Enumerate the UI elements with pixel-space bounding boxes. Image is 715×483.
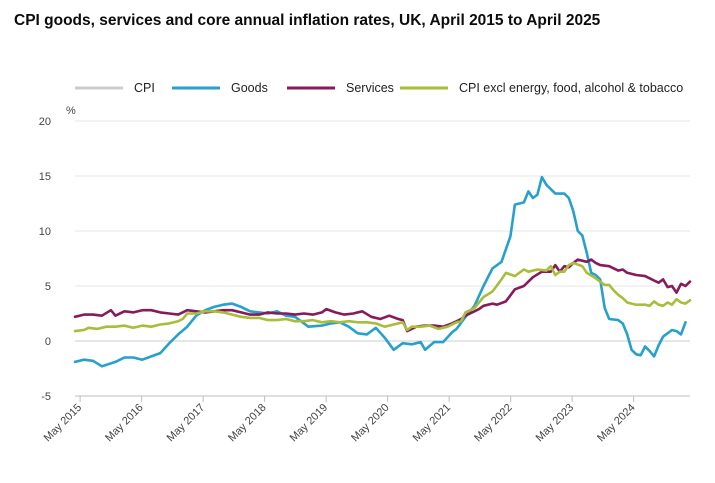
series-line-cpi-excl-energy-food-alcohol-tobacco: [73, 261, 692, 333]
y-tick-label: 0: [45, 336, 51, 348]
y-tick-label: 15: [39, 171, 51, 183]
x-tick-label: May 2023: [534, 402, 577, 445]
x-tick-label: May 2016: [103, 402, 146, 445]
y-tick-label: 10: [39, 226, 51, 238]
legend: CPI Goods Services CPI excl energy, food, a…: [75, 81, 683, 95]
x-tick-label: May 2019: [288, 402, 331, 445]
x-tick-label: May 2022: [472, 402, 515, 445]
series-line-services: [73, 258, 692, 333]
x-axis: May 2015 May 2016 May 2017 May 2018 May 2019…: [42, 395, 690, 445]
x-tick-label: May 2020: [349, 402, 392, 445]
series-line-goods: [73, 175, 687, 368]
x-tick-label: May 2018: [226, 402, 269, 445]
x-tick-label: May 2017: [165, 402, 208, 445]
y-tick-label: 5: [45, 281, 51, 293]
x-tick-label: May 2024: [595, 402, 638, 445]
series-lines: [73, 175, 692, 368]
legend-label-3: CPI excl energy, food, alcohol & tobacco: [459, 81, 683, 95]
legend-label-2: Services: [346, 81, 394, 95]
legend-label-1: Goods: [231, 81, 268, 95]
legend-label-0: CPI: [134, 81, 155, 95]
x-tick-label: May 2015: [42, 402, 85, 445]
gridlines: [75, 120, 690, 397]
y-tick-label: -5: [41, 391, 51, 403]
x-tick-label: May 2021: [411, 402, 454, 445]
chart-title: CPI goods, services and core annual infl…: [14, 12, 601, 29]
y-axis-unit: %: [66, 105, 76, 117]
y-tick-label: 20: [39, 116, 51, 128]
y-axis: 20 15 10 5 0 -5%: [39, 105, 76, 403]
